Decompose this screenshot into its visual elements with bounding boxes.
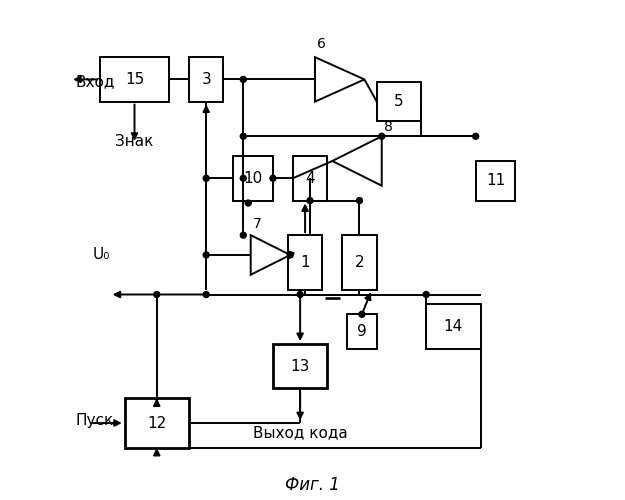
- Text: 12: 12: [147, 416, 166, 430]
- Text: 9: 9: [357, 324, 367, 339]
- Text: 1: 1: [300, 255, 310, 270]
- Text: 7: 7: [253, 217, 262, 231]
- Polygon shape: [251, 235, 290, 275]
- Circle shape: [240, 134, 246, 139]
- Circle shape: [240, 76, 246, 82]
- Bar: [288, 235, 322, 290]
- Text: U₀: U₀: [92, 248, 110, 262]
- Bar: [233, 156, 273, 200]
- Circle shape: [356, 198, 362, 203]
- Text: 6: 6: [318, 37, 326, 51]
- Text: 10: 10: [244, 171, 262, 186]
- Bar: [342, 235, 377, 290]
- Circle shape: [203, 252, 209, 258]
- Text: Вход: Вход: [75, 74, 114, 90]
- Circle shape: [359, 312, 365, 317]
- Text: 5: 5: [394, 94, 404, 109]
- Text: 4: 4: [305, 171, 315, 186]
- Text: Знак: Знак: [115, 134, 153, 148]
- Circle shape: [472, 134, 479, 139]
- Text: Пуск: Пуск: [75, 413, 113, 428]
- Bar: [124, 398, 189, 448]
- Circle shape: [379, 134, 385, 139]
- Bar: [189, 57, 224, 102]
- Circle shape: [288, 252, 293, 258]
- Bar: [273, 344, 328, 389]
- Text: 3: 3: [201, 72, 211, 87]
- Text: 2: 2: [354, 255, 364, 270]
- Circle shape: [203, 292, 209, 298]
- Text: Выход кода: Выход кода: [253, 426, 348, 440]
- Text: 15: 15: [125, 72, 144, 87]
- Polygon shape: [332, 136, 382, 186]
- Bar: [377, 82, 421, 122]
- Text: Фиг. 1: Фиг. 1: [285, 476, 340, 494]
- Text: 13: 13: [291, 358, 310, 374]
- Circle shape: [270, 176, 276, 182]
- Circle shape: [240, 232, 246, 238]
- Bar: [100, 57, 169, 102]
- Text: 14: 14: [444, 319, 463, 334]
- Bar: [347, 314, 377, 349]
- Circle shape: [297, 292, 303, 298]
- Text: 8: 8: [384, 120, 393, 134]
- Polygon shape: [315, 57, 364, 102]
- Bar: [476, 161, 515, 200]
- Bar: [292, 156, 328, 200]
- Bar: [426, 304, 481, 349]
- Circle shape: [423, 292, 429, 298]
- Circle shape: [154, 292, 160, 298]
- Circle shape: [240, 176, 246, 182]
- Circle shape: [307, 198, 313, 203]
- Circle shape: [245, 200, 251, 206]
- Circle shape: [203, 176, 209, 182]
- Text: 11: 11: [486, 174, 505, 188]
